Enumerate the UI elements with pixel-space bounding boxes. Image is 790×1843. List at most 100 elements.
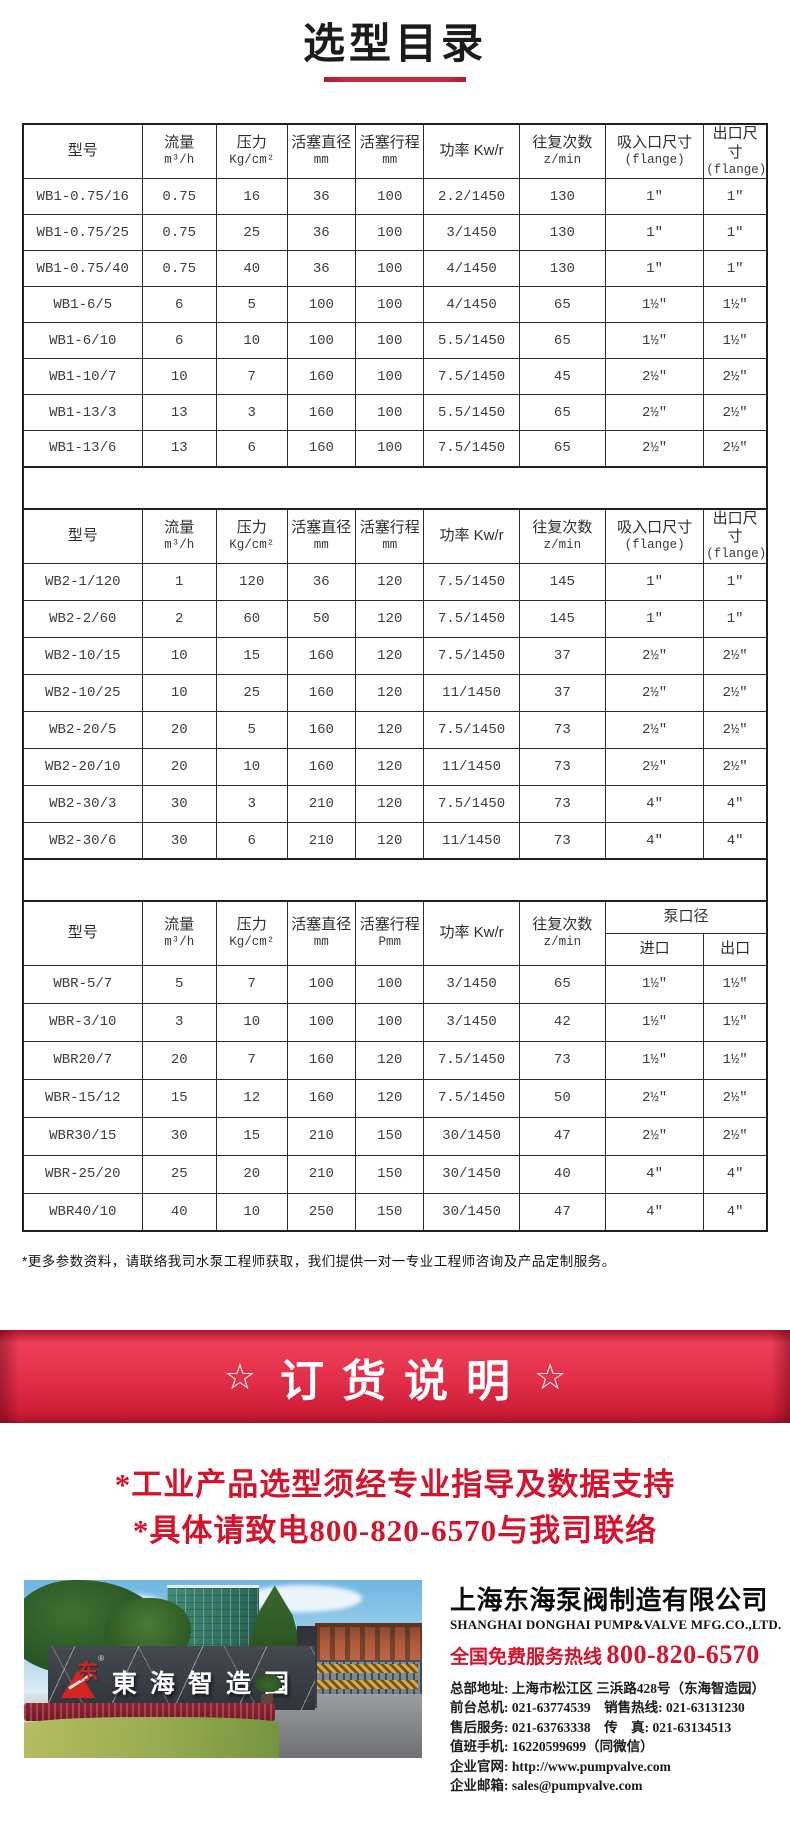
table-row: WBR40/10 40 10 250 150 30/1450 47 4" 4" [22,1192,768,1232]
table-row: WB1-0.75/16 0.75 16 36 100 2.2/1450 130 1" 1" [22,178,768,216]
table-cell: 160 [286,1078,357,1118]
table-cell: 25 [215,214,288,252]
table-cell: 1" [604,214,705,252]
table-cell: 2 [141,599,217,638]
table-cell: 100 [355,286,425,324]
table-cell: WB2-1/120 [22,562,143,601]
table-cell: 120 [355,599,425,638]
table-row: WBR-15/12 15 12 160 120 7.5/1450 50 2½" 2½" [22,1078,768,1118]
table-cell: WB1-10/7 [22,358,143,396]
table-cell: 40 [141,1192,217,1232]
table-cell: 11/1450 [423,673,520,712]
company-logo-icon: 东 ® [61,1654,105,1700]
table-cell: 7.5/1450 [423,710,520,749]
table-row: WB1-13/3 13 3 160 100 5.5/1450 65 2½" 2½" [22,394,768,432]
table-cell: 100 [355,964,425,1004]
table-cell: 11/1450 [423,747,520,786]
table-cell: 4" [604,784,705,823]
table-cell: 73 [518,784,606,823]
table-cell: 73 [518,710,606,749]
company-name-cn: 上海东海泵阀制造有限公司 [450,1585,769,1615]
table-cell: 100 [355,430,425,468]
col-inlet-size: 吸入口尺寸 (flange) [604,123,705,180]
table-header: 型号 流量 m³/h 压力 Kg/cm² 活塞直径 mm 活塞行程 mm 功率 Kw/r… [22,508,768,564]
table-cell: 36 [286,562,357,601]
table-row: WB1-10/7 10 7 160 100 7.5/1450 45 2½" 2½" [22,358,768,396]
table-cell: 150 [355,1192,425,1232]
col-piston-stroke: 活塞行程 Pmm [355,900,425,966]
table-cell: 42 [518,1002,606,1042]
service-hotline: 全国免费服务热线 800-820-6570 [450,1640,788,1674]
table-cell: 73 [518,1040,606,1080]
gate-stripe [290,1679,419,1689]
table-cell: 2½" [703,636,768,675]
table-cell: WB2-30/3 [22,784,143,823]
col-piston-diameter: 活塞直径 mm [286,900,357,966]
table-body: WB2-1/120 1 120 36 120 7.5/1450 145 1" 1" WB2-2/6… [22,562,768,860]
col-model: 型号 [22,900,143,966]
table-cell: 100 [286,964,357,1004]
table-cell: 16 [215,178,288,216]
table-cell: 1" [703,250,768,288]
table-cell: 2½" [604,430,705,468]
table-cell: 1" [604,562,705,601]
order-notes-ribbon: ☆ 订货说明 ☆ [0,1330,790,1423]
table-gap [22,467,768,508]
table-cell: 6 [141,322,217,360]
table-cell: 2½" [703,1116,768,1156]
star-icon: ☆ [534,1355,567,1397]
table-cell: WB1-6/5 [22,286,143,324]
table-cell: 30 [141,784,217,823]
table-cell: 1½" [604,322,705,360]
col-reciprocation: 往复次数 z/min [518,900,606,966]
col-power: 功率 Kw/r [423,900,520,966]
table-cell: 30/1450 [423,1154,520,1194]
table-cell: 0.75 [141,250,217,288]
table-cell: 15 [141,1078,217,1118]
table-cell: 13 [141,430,217,468]
table-cell: 4" [703,1192,768,1232]
table-cell: 2½" [604,1078,705,1118]
table-body: WB1-0.75/16 0.75 16 36 100 2.2/1450 130 1" 1" WB1… [22,178,768,468]
header-row: 型号 流量 m³/h 压力 Kg/cm² 活塞直径 mm 活塞行程 Pmm 功率 Kw/… [22,900,768,966]
table-cell: 5.5/1450 [423,322,520,360]
table-cell: 15 [215,636,288,675]
col-piston-stroke: 活塞行程 mm [355,123,425,180]
company-name-en: SHANGHAI DONGHAI PUMP&VALVE MFG.CO.,LTD. [450,1617,782,1632]
table-row: WB2-10/25 10 25 160 120 11/1450 37 2½" 2½" [22,673,768,712]
table-cell: 210 [286,784,357,823]
table-cell: 2½" [703,710,768,749]
col-outlet-size: 出口尺寸 (flange) [703,123,768,180]
notice-line: *具体请致电800-820-6570与我司联络 [132,1513,658,1548]
table-cell: 5 [215,710,288,749]
table-cell: 160 [286,747,357,786]
cloud-shape [242,1585,363,1613]
table-cell: 150 [355,1116,425,1156]
table-cell: 20 [141,747,217,786]
col-model: 型号 [22,508,143,564]
table-cell: 130 [518,250,606,288]
table-cell: 100 [286,1002,357,1042]
table-cell: 1½" [703,286,768,324]
table-cell: 10 [215,747,288,786]
table-cell: 2½" [604,747,705,786]
hotline-label: 全国免费服务热线 [450,1647,603,1668]
table-cell: 2½" [604,358,705,396]
table-row: WB1-13/6 13 6 160 100 7.5/1450 65 2½" 2½" [22,430,768,468]
spec-table-wb1: 型号 流量 m³/h 压力 Kg/cm² 活塞直径 mm 活塞行程 mm 功率 Kw/r… [22,123,768,468]
table-cell: 7.5/1450 [423,636,520,675]
company-info: 上海东海泵阀制造有限公司 SHANGHAI DONGHAI PUMP&VALVE… [450,1586,788,1795]
table-cell: 2½" [604,673,705,712]
table-cell: 120 [355,821,425,860]
registered-mark: ® [98,1654,105,1664]
header-row: 型号 流量 m³/h 压力 Kg/cm² 活塞直径 mm 活塞行程 mm 功率 Kw/r… [22,508,768,564]
col-model: 型号 [22,123,143,180]
table-cell: 30 [141,821,217,860]
table-cell: WB1-0.75/40 [22,250,143,288]
table-cell: 37 [518,636,606,675]
table-row: WB2-20/5 20 5 160 120 7.5/1450 73 2½" 2½" [22,710,768,749]
table-header: 型号 流量 m³/h 压力 Kg/cm² 活塞直径 mm 活塞行程 mm 功率 Kw/r… [22,123,768,180]
table-cell: 160 [286,673,357,712]
notice-line: *工业产品选型须经专业指导及数据支持 [114,1467,676,1502]
table-cell: 2½" [604,1116,705,1156]
